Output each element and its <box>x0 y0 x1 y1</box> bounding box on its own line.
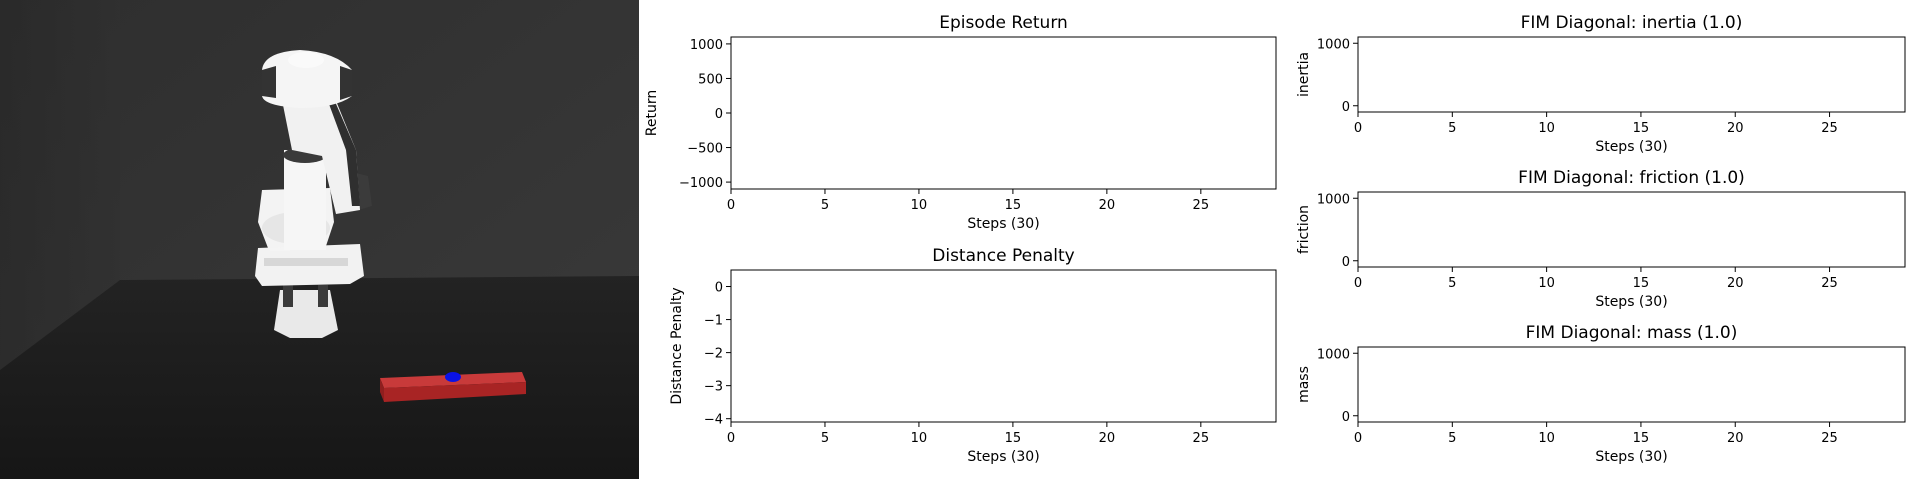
y-tick-label: −2 <box>704 347 723 362</box>
chart-title: FIM Diagonal: inertia (1.0) <box>1521 13 1743 33</box>
y-axis-label: inertia <box>1296 52 1312 97</box>
side-wall <box>0 0 120 370</box>
y-tick-label: 1000 <box>690 38 723 53</box>
y-tick-label: 0 <box>1342 255 1350 270</box>
x-tick-label: 10 <box>1538 276 1555 291</box>
chart-fim_friction: FIM Diagonal: friction (1.0) 0 5 10 15 20 25 St… <box>1296 168 1906 310</box>
robot-arm <box>255 50 372 338</box>
x-tick-label: 0 <box>1354 276 1362 291</box>
x-tick-label: 0 <box>727 431 735 446</box>
chart-title: Distance Penalty <box>932 246 1074 266</box>
chart-title: FIM Diagonal: friction (1.0) <box>1518 168 1745 188</box>
x-tick-label: 10 <box>1538 121 1555 136</box>
chart-return: Episode Return 0 5 10 15 20 25 Steps (30) 1000 50… <box>644 13 1277 232</box>
x-tick-label: 15 <box>1005 431 1022 446</box>
floor <box>0 276 639 479</box>
y-tick-label: −500 <box>687 142 723 157</box>
x-tick-label: 25 <box>1193 431 1210 446</box>
x-tick-label: 25 <box>1821 276 1838 291</box>
chart-title: FIM Diagonal: mass (1.0) <box>1526 323 1738 343</box>
x-tick-label: 5 <box>1448 276 1456 291</box>
x-tick-label: 20 <box>1099 198 1116 213</box>
x-tick-label: 15 <box>1633 276 1650 291</box>
x-tick-label: 5 <box>1448 121 1456 136</box>
x-tick-label: 20 <box>1727 121 1744 136</box>
y-tick-label: 1000 <box>1317 192 1350 207</box>
y-tick-label: 0 <box>715 281 723 296</box>
x-tick-label: 0 <box>1354 121 1362 136</box>
chart-fim_mass: FIM Diagonal: mass (1.0) 0 5 10 15 20 25 Steps … <box>1296 323 1906 465</box>
x-tick-label: 0 <box>727 198 735 213</box>
y-tick-label: 500 <box>698 72 723 87</box>
x-tick-label: 15 <box>1633 431 1650 446</box>
x-tick-label: 20 <box>1727 276 1744 291</box>
plot-frame <box>1357 191 1906 268</box>
y-tick-label: −1 <box>704 314 723 329</box>
x-tick-label: 15 <box>1633 121 1650 136</box>
y-tick-label: 0 <box>1342 100 1350 115</box>
y-axis-label: mass <box>1296 366 1312 403</box>
x-axis-label: Steps (30) <box>967 216 1039 232</box>
y-tick-label: 1000 <box>1317 37 1350 52</box>
x-tick-label: 25 <box>1193 198 1210 213</box>
plot-frame <box>1357 346 1906 423</box>
chart-title: Episode Return <box>939 13 1068 33</box>
x-tick-label: 25 <box>1821 431 1838 446</box>
x-tick-label: 20 <box>1727 431 1744 446</box>
y-axis-label: Return <box>644 90 660 136</box>
x-tick-label: 10 <box>1538 431 1555 446</box>
y-axis-label: Distance Penalty <box>669 287 685 404</box>
plot-frame <box>1357 36 1906 113</box>
x-axis-label: Steps (30) <box>967 449 1039 465</box>
x-tick-label: 0 <box>1354 431 1362 446</box>
y-tick-label: −4 <box>704 413 723 428</box>
plot-frame <box>730 269 1277 423</box>
x-tick-label: 5 <box>821 431 829 446</box>
y-tick-label: 1000 <box>1317 347 1350 362</box>
x-tick-label: 10 <box>911 198 928 213</box>
x-tick-label: 25 <box>1821 121 1838 136</box>
chart-fim_inertia: FIM Diagonal: inertia (1.0) 0 5 10 15 20 25 Ste… <box>1296 13 1906 155</box>
y-tick-label: 0 <box>715 107 723 122</box>
simulation-view <box>0 0 639 479</box>
y-tick-label: 0 <box>1342 410 1350 425</box>
chart-distance: Distance Penalty 0 5 10 15 20 25 Steps (30) 0 −1 −… <box>669 246 1277 465</box>
y-tick-label: −3 <box>704 380 723 395</box>
x-tick-label: 10 <box>911 431 928 446</box>
x-tick-label: 5 <box>1448 431 1456 446</box>
plot-frame <box>730 36 1277 190</box>
x-tick-label: 15 <box>1005 198 1022 213</box>
x-axis-label: Steps (30) <box>1595 139 1667 155</box>
y-tick-label: −1000 <box>679 176 723 191</box>
x-axis-label: Steps (30) <box>1595 449 1667 465</box>
x-axis-label: Steps (30) <box>1595 294 1667 310</box>
y-axis-label: friction <box>1296 205 1312 254</box>
x-tick-label: 5 <box>821 198 829 213</box>
x-tick-label: 20 <box>1099 431 1116 446</box>
target-marker <box>445 372 461 382</box>
